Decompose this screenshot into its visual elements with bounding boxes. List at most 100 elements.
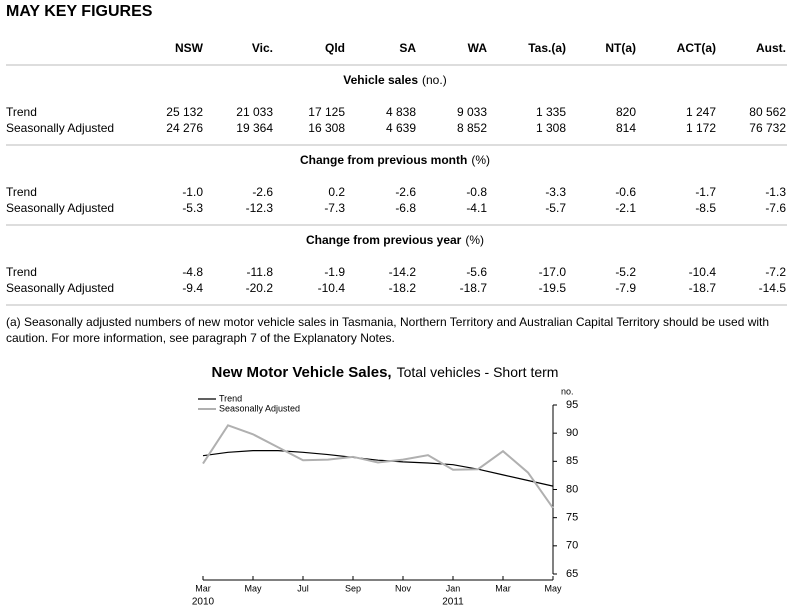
cell: -18.2 xyxy=(389,281,417,295)
cell: 80 562 xyxy=(749,105,786,119)
legend-label: Trend xyxy=(219,393,242,403)
column-header: SA xyxy=(399,41,416,55)
cell: 17 125 xyxy=(308,105,345,119)
row-label: Seasonally Adjusted xyxy=(6,281,114,295)
section-unit: (no.) xyxy=(422,73,447,87)
x-year-label: 2010 xyxy=(192,597,215,608)
y-tick-label: 90 xyxy=(566,427,578,439)
cell: -14.5 xyxy=(759,281,787,295)
cell: -14.2 xyxy=(389,265,417,279)
cell: -2.6 xyxy=(252,185,273,199)
cell: -7.9 xyxy=(615,281,636,295)
x-tick-label: Sep xyxy=(345,583,361,593)
cell: 76 732 xyxy=(749,121,786,135)
section-title-text: Vehicle sales xyxy=(343,73,418,87)
y-tick-label: 95 xyxy=(566,399,578,411)
cell: 1 172 xyxy=(686,121,716,135)
x-tick-label: May xyxy=(244,583,262,593)
chart-title: New Motor Vehicle Sales, Total vehicles -… xyxy=(212,364,559,381)
section-title: Vehicle sales (no.) xyxy=(343,73,446,87)
column-header: NT(a) xyxy=(605,41,636,55)
cell: 814 xyxy=(616,121,636,135)
chart-subtitle: Total vehicles - Short term xyxy=(397,364,559,380)
cell: 8 852 xyxy=(457,121,487,135)
section-title-text: Change from previous month xyxy=(300,153,467,167)
cell: -4.8 xyxy=(182,265,203,279)
cell: -8.5 xyxy=(695,201,716,215)
cell: -2.1 xyxy=(615,201,636,215)
y-tick-label: 75 xyxy=(566,512,578,524)
column-header: WA xyxy=(468,41,488,55)
cell: -5.7 xyxy=(545,201,566,215)
cell: -19.5 xyxy=(539,281,567,295)
cell: -2.6 xyxy=(395,185,416,199)
cell: 4 838 xyxy=(386,105,416,119)
cell: 1 247 xyxy=(686,105,716,119)
section-unit: (%) xyxy=(465,233,484,247)
cell: -1.0 xyxy=(182,185,203,199)
cell: -9.4 xyxy=(182,281,203,295)
cell: -18.7 xyxy=(460,281,488,295)
cell: -3.3 xyxy=(545,185,566,199)
cell: -7.6 xyxy=(765,201,786,215)
legend-label: Seasonally Adjusted xyxy=(219,403,300,413)
cell: 9 033 xyxy=(457,105,487,119)
cell: -0.8 xyxy=(466,185,487,199)
section-title: Change from previous year (%) xyxy=(306,233,484,247)
cell: -1.3 xyxy=(765,185,786,199)
y-tick-label: 80 xyxy=(566,483,578,495)
y-tick-label: 85 xyxy=(566,455,578,467)
cell: -4.1 xyxy=(466,201,487,215)
column-header: ACT(a) xyxy=(677,41,716,55)
column-header: NSW xyxy=(175,41,204,55)
cell: -18.7 xyxy=(689,281,717,295)
row-label: Trend xyxy=(6,105,37,119)
cell: -11.8 xyxy=(247,265,274,279)
cell: -1.7 xyxy=(695,185,716,199)
cell: 4 639 xyxy=(386,121,416,135)
y-axis-label: no. xyxy=(561,386,574,396)
x-tick-label: Mar xyxy=(195,583,211,593)
row-label: Seasonally Adjusted xyxy=(6,201,114,215)
cell: -6.8 xyxy=(395,201,416,215)
column-header: Aust. xyxy=(756,41,786,55)
x-tick-label: May xyxy=(544,583,562,593)
cell: -5.3 xyxy=(182,201,203,215)
cell: -10.4 xyxy=(318,281,346,295)
cell: -0.6 xyxy=(615,185,636,199)
cell: -5.6 xyxy=(466,265,487,279)
x-tick-label: Mar xyxy=(495,583,511,593)
y-tick-label: 65 xyxy=(566,568,578,580)
cell: -12.3 xyxy=(246,201,274,215)
x-tick-label: Jan xyxy=(446,583,461,593)
cell: -7.3 xyxy=(324,201,345,215)
section-title-text: Change from previous year xyxy=(306,233,462,247)
cell: 0.2 xyxy=(328,185,345,199)
cell: -17.0 xyxy=(539,265,567,279)
cell: 1 335 xyxy=(536,105,566,119)
x-tick-label: Jul xyxy=(297,583,309,593)
cell: 24 276 xyxy=(166,121,203,135)
cell: 21 033 xyxy=(236,105,273,119)
column-header: Tas.(a) xyxy=(528,41,566,55)
y-tick-label: 70 xyxy=(566,540,578,552)
section-unit: (%) xyxy=(471,153,490,167)
cell: -7.2 xyxy=(765,265,786,279)
cell: -20.2 xyxy=(246,281,274,295)
row-label: Seasonally Adjusted xyxy=(6,121,114,135)
cell: 16 308 xyxy=(308,121,345,135)
chart-title-main: New Motor Vehicle Sales, xyxy=(212,364,392,381)
section-title: Change from previous month (%) xyxy=(300,153,490,167)
series-line xyxy=(202,424,554,509)
cell: -5.2 xyxy=(615,265,636,279)
cell: 25 132 xyxy=(166,105,203,119)
cell: -1.9 xyxy=(324,265,345,279)
column-header: Qld xyxy=(325,41,345,55)
row-label: Trend xyxy=(6,185,37,199)
x-year-label: 2011 xyxy=(442,597,464,608)
cell: 820 xyxy=(616,105,636,119)
footnote: (a) Seasonally adjusted numbers of new m… xyxy=(6,315,770,345)
cell: -10.4 xyxy=(689,265,717,279)
